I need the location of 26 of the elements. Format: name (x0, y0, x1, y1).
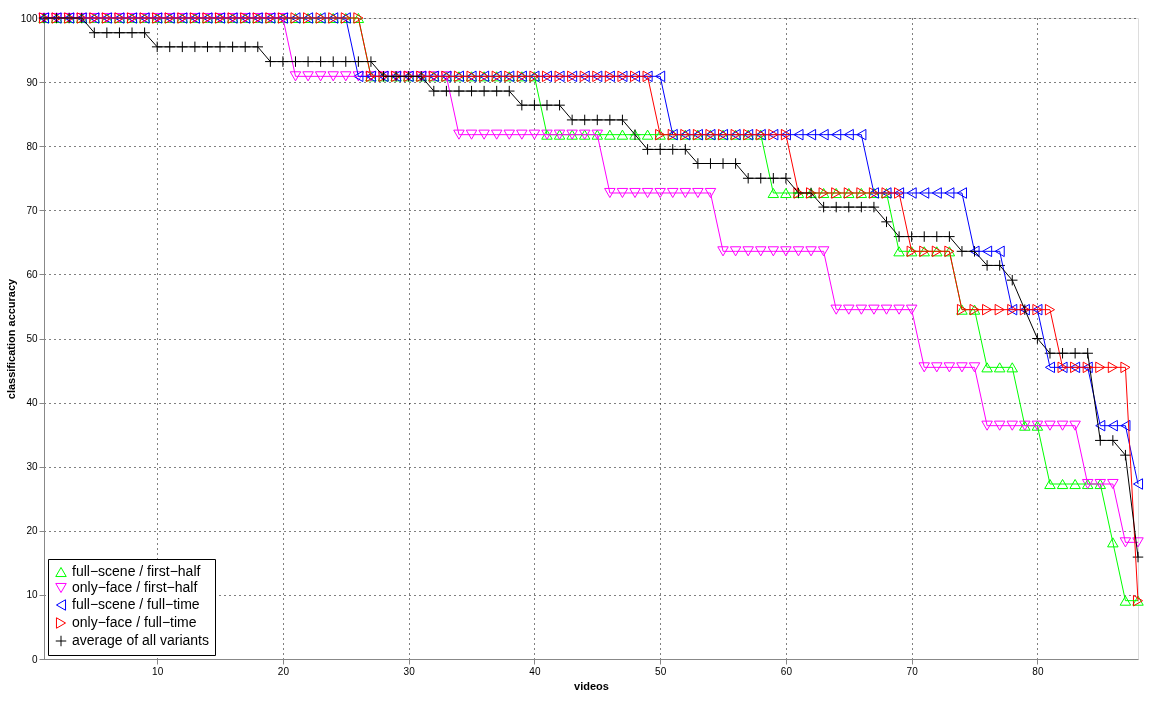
y-tick-label: 0 (31, 653, 38, 665)
legend-label: only−face / full−time (72, 614, 197, 630)
x-tick-label: 70 (906, 665, 919, 677)
x-tick-label: 40 (529, 665, 541, 677)
y-tick-label: 20 (26, 525, 38, 537)
y-tick-label: 70 (26, 204, 38, 216)
y-tick-label: 50 (26, 333, 38, 344)
y-tick-label: 10 (26, 589, 38, 601)
x-tick-label: 30 (403, 665, 416, 677)
x-tick-label: 20 (277, 665, 290, 677)
x-tick-label: 10 (152, 665, 164, 677)
y-tick-label: 80 (26, 140, 38, 152)
y-tick-label: 30 (26, 461, 38, 473)
x-tick-label: 50 (655, 665, 667, 677)
x-tick-label: 60 (780, 665, 793, 677)
y-tick-label: 100 (20, 12, 38, 24)
x-tick-label: 80 (1032, 665, 1044, 677)
legend-label: full−scene / first−half (72, 563, 201, 579)
y-tick-label: 90 (26, 76, 38, 88)
legend-label: average of all variants (72, 632, 209, 648)
x-axis-title: videos (574, 679, 609, 692)
legend-label: full−scene / full−time (72, 596, 200, 612)
y-tick-label: 40 (26, 397, 38, 409)
legend-label: only−face / first−half (72, 579, 198, 595)
y-axis-title: classification accuracy (4, 277, 17, 400)
y-tick-label: 60 (26, 268, 38, 280)
